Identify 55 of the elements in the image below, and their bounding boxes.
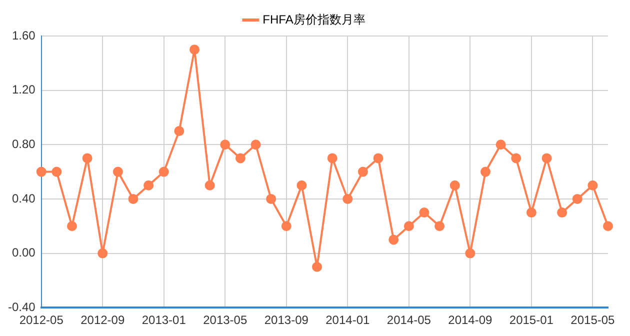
y-tick-label: 0.40 [12,191,36,206]
point [296,180,307,190]
point [281,221,292,232]
point [373,153,384,164]
point [82,153,92,164]
point [496,140,506,150]
point [235,153,246,164]
point [98,248,108,258]
point [36,166,46,177]
point [266,194,276,204]
y-tick-label: 1.20 [12,82,36,97]
point [419,208,430,218]
point [526,208,536,218]
point [358,166,368,177]
point [511,153,522,164]
point [128,194,138,204]
point [603,221,613,232]
x-tick-label: 2013-01 [142,313,186,328]
x-tick-label: 2014-09 [448,313,493,328]
point [52,166,62,177]
point [450,180,460,190]
point [158,166,169,177]
point [480,166,490,177]
point [342,194,353,204]
point [542,153,552,164]
point [312,262,322,272]
y-tick-label: 1.60 [12,28,36,42]
point [190,44,200,55]
point [388,234,399,245]
point [557,208,568,218]
y-tick-label: 0.80 [12,136,36,151]
point [250,140,261,150]
point [465,248,476,258]
point [572,194,582,204]
legend-label: FHFA房价指数月率 [262,12,366,26]
y-tick-label: -0.40 [8,300,36,314]
point [174,126,184,136]
point [327,153,338,164]
point [588,180,598,190]
point [112,166,123,177]
point [220,140,230,150]
point [404,221,414,232]
x-tick-label: 2015-01 [509,313,554,328]
x-tick-label: 2012-09 [80,313,125,328]
x-tick-label: 2015-05 [570,313,616,328]
x-tick-label: 2014-05 [386,313,432,328]
point [144,180,154,190]
point [434,221,445,232]
point [66,221,77,232]
point [204,180,215,190]
y-tick-label: 0.00 [12,246,36,260]
x-tick-label: 2013-05 [203,313,248,328]
x-tick-label: 2013-09 [264,313,309,328]
x-tick-label: 2014-01 [326,313,370,328]
x-tick-label: 2012-05 [19,313,64,328]
